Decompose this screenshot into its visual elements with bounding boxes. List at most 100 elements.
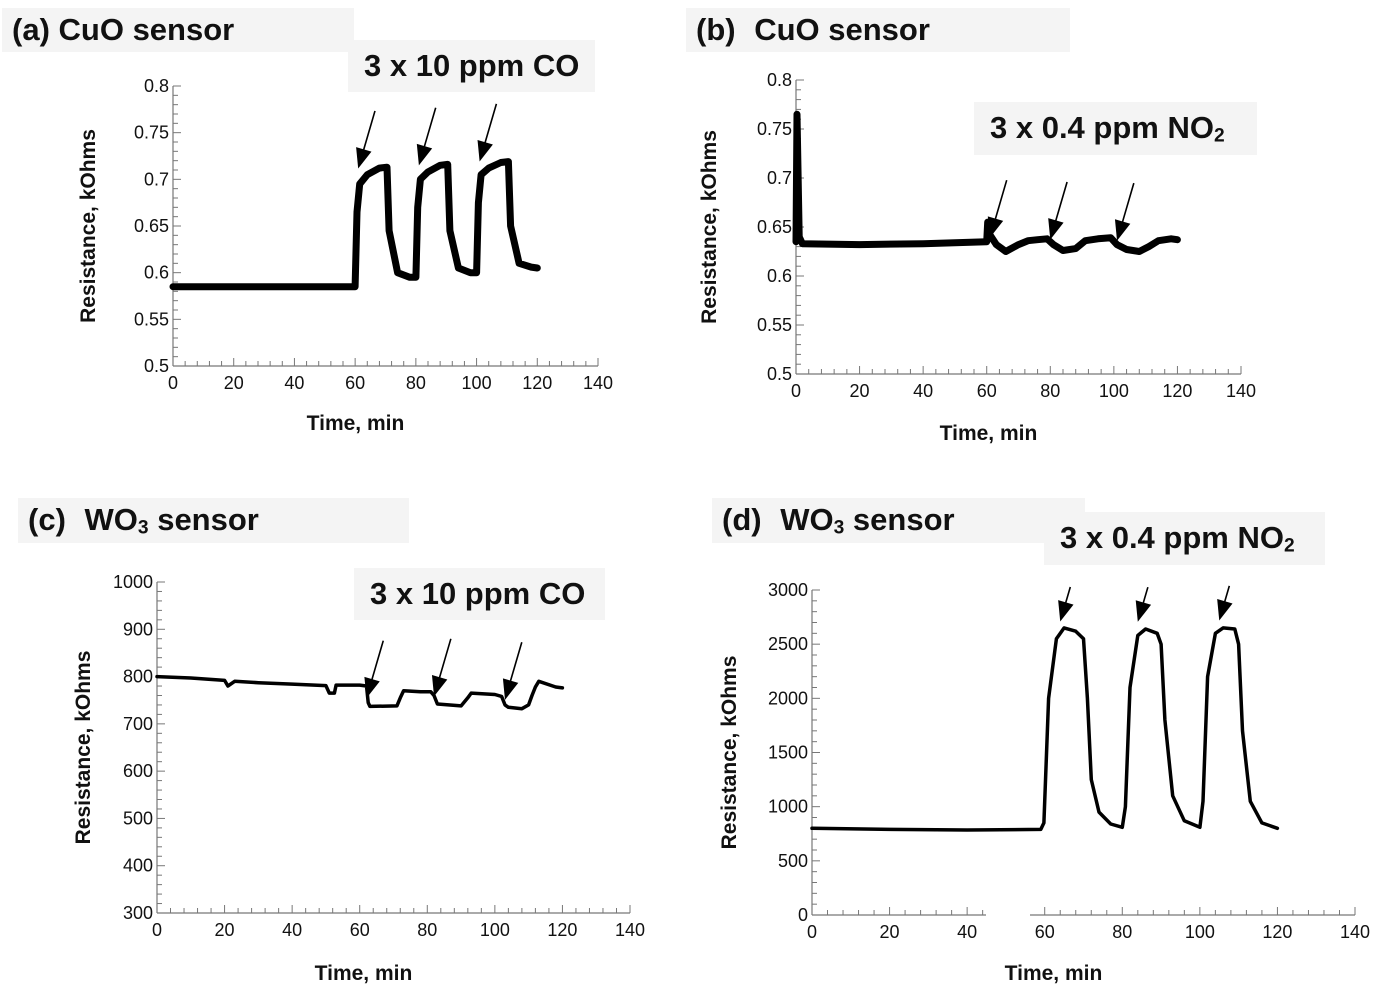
panel-a-x-tick-label: 20 — [224, 373, 244, 393]
panel-c-x-axis-title: Time, min — [315, 962, 413, 985]
panel-c-y-tick-label: 500 — [123, 808, 153, 828]
panel-b-x-tick-label: 120 — [1162, 381, 1192, 401]
panel-b-y-tick-label: 0.6 — [767, 266, 792, 286]
panel-d-annotation: 3 x 0.4 ppm NO2 — [1044, 512, 1325, 566]
panel-c-y-tick-label: 800 — [123, 667, 153, 687]
panel-d-y-tick-label: 2000 — [768, 688, 808, 708]
panel-b-x-axis-title: Time, min — [940, 422, 1038, 445]
panel-a-series-line-0 — [169, 158, 541, 291]
panel-a-label: (a) — [12, 12, 50, 47]
panel-b-series-line-0 — [792, 110, 1181, 255]
panel-d-y-axis-title: Resistance, kOhms — [718, 656, 741, 850]
panel-d-x-tick-label: 120 — [1262, 922, 1292, 942]
panel-b-x-tick-label: 60 — [977, 381, 997, 401]
panel-d-title-sub: 3 — [833, 517, 845, 539]
panel-d-sensor: WO3 sensor — [780, 502, 955, 539]
panel-b: (b) CuO sensor 3 x 0.4 ppm NO2 0 20 40 60 80… — [686, 0, 1375, 470]
chart-a: 0 20 40 60 80 100 120 140 0.5 0.55 0.6 0.65 0.7 0.75 0… — [77, 76, 613, 435]
panel-a-annotation: 3 x 10 ppm CO — [348, 40, 596, 92]
panel-d-series-line-0 — [810, 626, 1280, 832]
panel-a-arrow-2 — [484, 103, 498, 144]
panel-c-arrow-2 — [509, 642, 523, 682]
panel-d-annotation-text: 3 x 0.4 ppm NO — [1060, 520, 1284, 555]
panel-a-y-tick-label: 0.7 — [144, 169, 169, 189]
chart-b: 0 20 40 60 80 100 120 140 0.5 0.55 0.6 0.65 0.7 0.75 0… — [698, 70, 1256, 445]
panel-b-annotation-sub: 2 — [1213, 125, 1225, 147]
chart-d: 0 20 40 60 80 100 120 140 0 500 1000 1500 2000 2500 30… — [718, 580, 1370, 985]
panel-b-sensor: CuO sensor — [754, 12, 930, 47]
panel-b-y-tick-label: 0.8 — [767, 70, 792, 90]
panel-a-x-tick-label: 140 — [583, 373, 613, 393]
panel-d-x-tick-label: 60 — [1035, 922, 1055, 942]
panel-b-x-tick-label: 20 — [850, 381, 870, 401]
panel-c-title-sub: 3 — [137, 517, 149, 539]
panel-c-title-suffix: sensor — [157, 502, 259, 537]
panel-a-arrow-head-0 — [356, 147, 372, 169]
panel-b-annotation: 3 x 0.4 ppm NO2 — [974, 102, 1257, 156]
panel-d-title-main: WO — [780, 502, 834, 537]
panel-b-title: (b) CuO sensor — [686, 8, 1070, 52]
panel-c-y-tick-label: 1000 — [113, 572, 153, 592]
panel-d-label: (d) — [722, 502, 762, 537]
panel-c-x-tick-label: 80 — [417, 920, 437, 940]
panel-c-title: (c) WO3 sensor — [18, 498, 409, 544]
panel-d-x-tick-label: 80 — [1112, 922, 1132, 942]
panel-c-x-tick-label: 140 — [615, 920, 645, 940]
panel-a-arrow-head-1 — [416, 143, 433, 166]
panel-d-title: (d) WO3 sensor — [712, 498, 1085, 544]
panel-b-x-tick-label: 80 — [1040, 381, 1060, 401]
panel-b-arrow-head-2 — [1114, 219, 1131, 241]
panel-a-x-axis-title: Time, min — [307, 412, 405, 435]
panel-d-x-tick-label: 140 — [1340, 922, 1370, 942]
panel-a-y-tick-label: 0.6 — [144, 263, 169, 283]
panel-b-y-tick-label: 0.65 — [757, 217, 792, 237]
panel-d-title-suffix: sensor — [852, 502, 955, 537]
panel-d-x-tick-label: 100 — [1185, 922, 1215, 942]
panel-b-arrow-2 — [1121, 182, 1135, 223]
panel-a-x-tick-label: 120 — [522, 373, 552, 393]
panel-a-y-tick-label: 0.8 — [144, 76, 169, 96]
panel-a-x-tick-label: 60 — [345, 373, 365, 393]
panel-d-x-tick-label: 20 — [880, 922, 900, 942]
panel-d-arrow-head-1 — [1135, 600, 1152, 622]
panel-c-y-tick-label: 400 — [123, 856, 153, 876]
panel-c-title-main: WO — [84, 502, 138, 537]
panel-b-y-tick-label: 0.5 — [767, 364, 792, 384]
panel-d-arrow-head-0 — [1058, 600, 1074, 622]
panel-d-x-tick-label: 0 — [807, 922, 817, 942]
panel-b-arrow-head-1 — [1048, 218, 1064, 240]
panel-a-sensor: CuO sensor — [58, 12, 235, 47]
panel-a-x-tick-label: 0 — [168, 373, 178, 393]
panel-b-y-tick-label: 0.55 — [757, 315, 792, 335]
panel-c-series-line-0 — [155, 674, 565, 711]
panel-a-arrow-0 — [362, 110, 376, 151]
panel-a-y-tick-label: 0.55 — [134, 309, 169, 329]
panel-c-y-tick-label: 700 — [123, 714, 153, 734]
panel-a-arrow-1 — [423, 107, 437, 148]
panel-b-x-tick-label: 100 — [1099, 381, 1129, 401]
panel-c-arrow-0 — [371, 640, 385, 681]
panel-b-arrow-head-0 — [987, 216, 1004, 238]
panel-c-sensor: WO3 sensor — [84, 502, 259, 539]
panel-d-y-tick-label: 0 — [798, 905, 808, 925]
panel-d-y-tick-label: 2500 — [768, 634, 808, 654]
panel-b-arrow-0 — [994, 179, 1008, 220]
panel-a-arrow-head-2 — [477, 140, 493, 162]
panel-a-y-tick-label: 0.75 — [134, 123, 169, 143]
panel-c-arrow-head-0 — [364, 676, 380, 699]
panel-c-annotation: 3 x 10 ppm CO — [354, 568, 606, 620]
panel-b-x-tick-label: 140 — [1226, 381, 1256, 401]
panel-b-arrow-1 — [1054, 181, 1068, 222]
panel-a-x-tick-label: 100 — [462, 373, 492, 393]
panel-d-y-tick-label: 3000 — [768, 580, 808, 600]
panel-c-arrow-1 — [438, 638, 452, 679]
panel-c-x-tick-label: 60 — [350, 920, 370, 940]
panel-c-x-tick-label: 20 — [215, 920, 235, 940]
panel-a-y-axis-title: Resistance, kOhms — [77, 129, 100, 323]
panel-c-x-tick-label: 100 — [480, 920, 510, 940]
panel-b-x-tick-label: 40 — [913, 381, 933, 401]
panel-a-y-tick-label: 0.5 — [144, 356, 169, 376]
panel-c-y-tick-label: 600 — [123, 761, 153, 781]
panel-c-y-tick-label: 900 — [123, 619, 153, 639]
panel-c-arrow-head-1 — [431, 674, 448, 697]
